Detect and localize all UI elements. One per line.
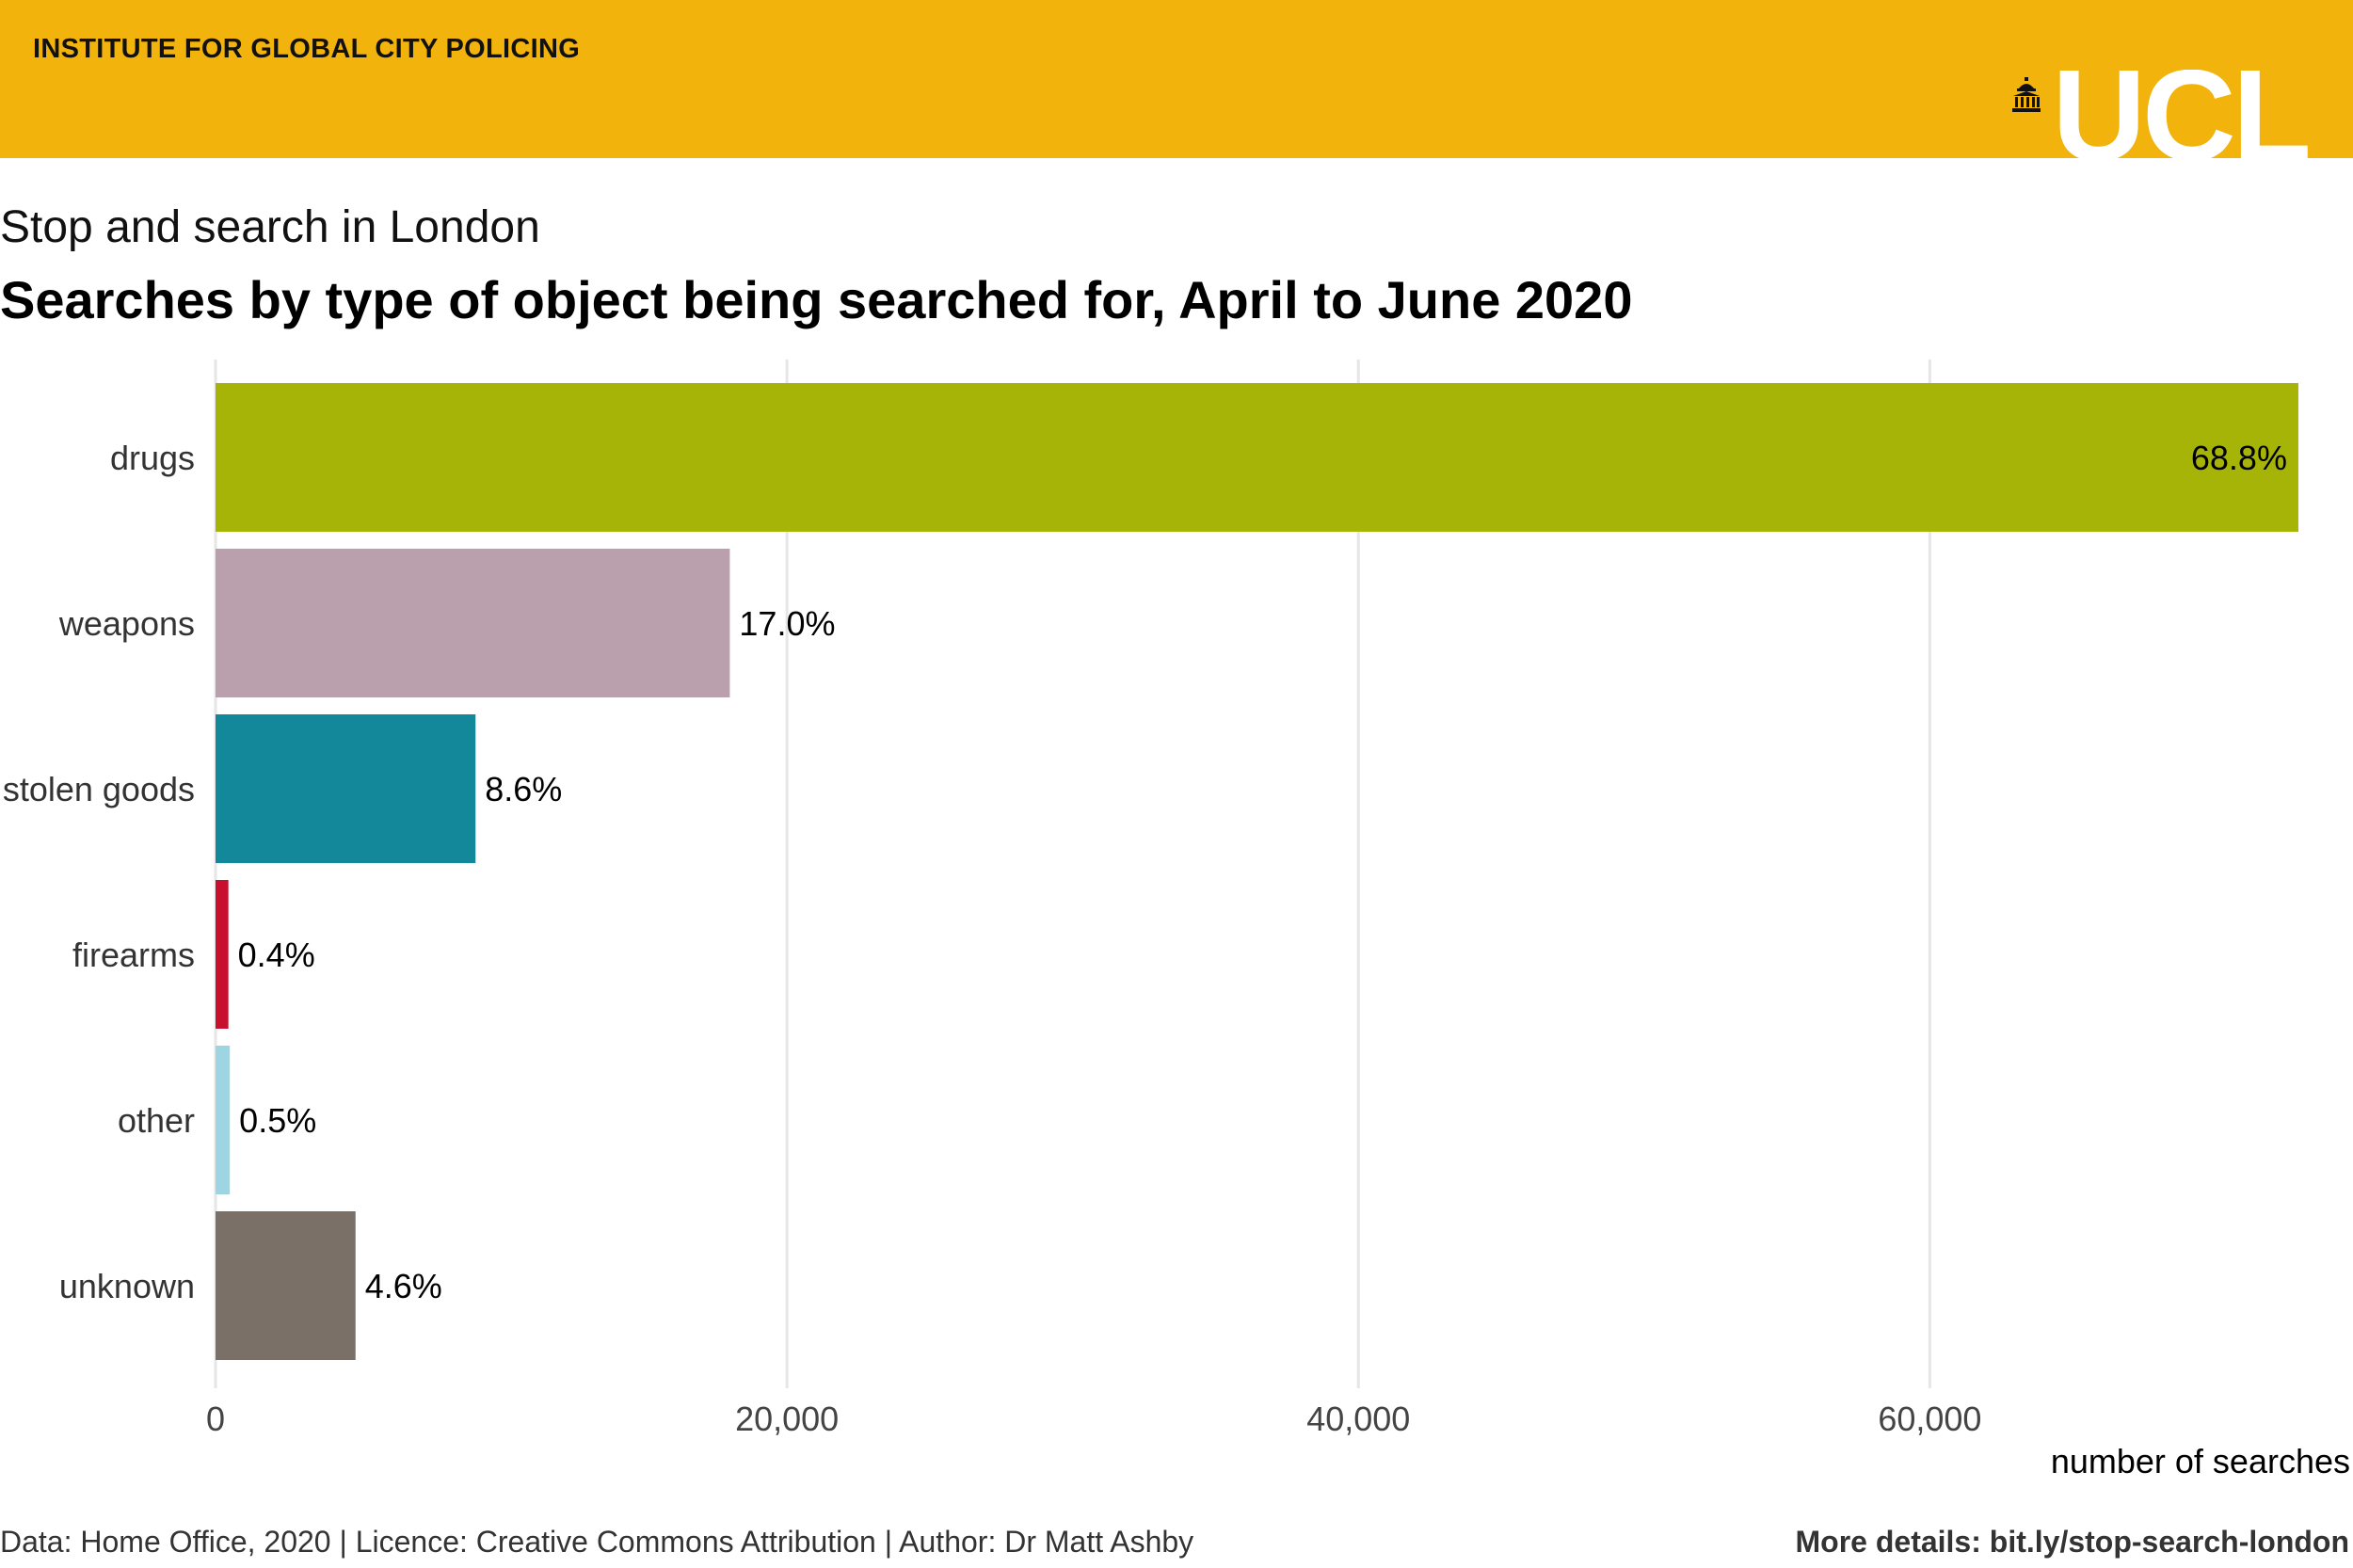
category-label: drugs xyxy=(110,439,195,477)
bars xyxy=(216,383,2298,1360)
header-banner: INSTITUTE FOR GLOBAL CITY POLICING UCL xyxy=(0,0,2353,158)
x-tick-label: 20,000 xyxy=(735,1400,839,1438)
bar-firearms xyxy=(216,880,229,1029)
data-label: 4.6% xyxy=(365,1267,442,1305)
category-label: stolen goods xyxy=(3,770,195,808)
data-label: 17.0% xyxy=(739,604,835,643)
chart-title: Searches by type of object being searche… xyxy=(0,270,1633,329)
ucl-logo: UCL xyxy=(2010,70,2308,158)
data-label: 0.4% xyxy=(238,936,315,974)
portico-icon xyxy=(2012,77,2041,112)
x-tick-label: 60,000 xyxy=(1878,1400,1981,1438)
footer-details: More details: bit.ly/stop-search-london xyxy=(1795,1525,2350,1559)
category-label: weapons xyxy=(58,604,195,643)
category-label: unknown xyxy=(59,1267,195,1305)
footer-source: Data: Home Office, 2020 | Licence: Creat… xyxy=(0,1525,1194,1559)
bar-stolen-goods xyxy=(216,714,476,863)
category-labels: drugs weapons stolen goods firearms other unk… xyxy=(3,439,195,1305)
bar-other xyxy=(216,1046,231,1194)
bar-drugs xyxy=(216,383,2298,532)
data-label: 8.6% xyxy=(485,770,562,808)
bar-chart: 68.8% 17.0% 8.6% 0.4% 0.5% 4.6% drugs weapons s… xyxy=(3,360,2350,1480)
x-tick-labels: 0 20,000 40,000 60,000 xyxy=(206,1400,1981,1438)
data-labels: 68.8% 17.0% 8.6% 0.4% 0.5% 4.6% xyxy=(238,439,2287,1305)
chart-subtitle: Stop and search in London xyxy=(0,202,540,252)
institute-name: INSTITUTE FOR GLOBAL CITY POLICING xyxy=(33,34,581,64)
category-label: other xyxy=(118,1101,195,1140)
bar-weapons xyxy=(216,549,730,697)
x-axis-title: number of searches xyxy=(2051,1442,2350,1480)
x-tick-label: 40,000 xyxy=(1306,1400,1410,1438)
x-tick-label: 0 xyxy=(206,1400,225,1438)
category-label: firearms xyxy=(72,936,195,974)
bar-unknown xyxy=(216,1211,356,1360)
data-label: 0.5% xyxy=(239,1101,316,1140)
ucl-logo-text: UCL xyxy=(2052,70,2308,158)
data-label: 68.8% xyxy=(2191,439,2287,477)
